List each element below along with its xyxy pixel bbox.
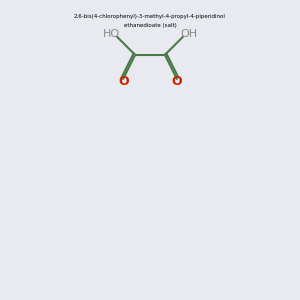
Text: O: O	[171, 75, 182, 88]
Text: ethanedioate (salt): ethanedioate (salt)	[124, 23, 176, 28]
Text: O: O	[118, 75, 129, 88]
Text: 2,6-bis(4-chlorophenyl)-3-methyl-4-propyl-4-piperidinol: 2,6-bis(4-chlorophenyl)-3-methyl-4-propy…	[74, 14, 226, 19]
Text: OH: OH	[180, 29, 197, 39]
Text: HO: HO	[103, 29, 120, 39]
